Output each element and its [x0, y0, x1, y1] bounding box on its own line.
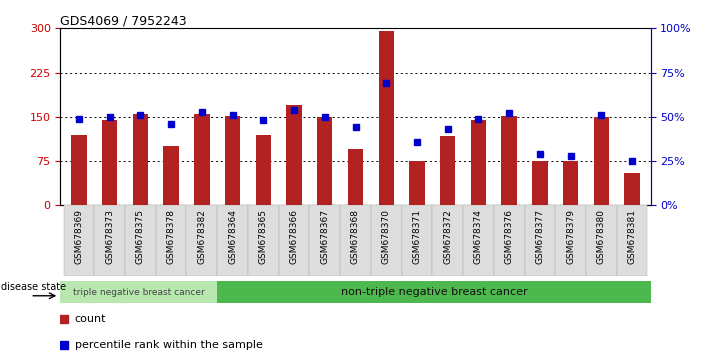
Bar	[194, 114, 210, 205]
Text: GSM678381: GSM678381	[628, 209, 636, 264]
Text: GSM678366: GSM678366	[289, 209, 299, 264]
Text: count: count	[75, 314, 106, 325]
Bar	[555, 205, 586, 276]
Text: GSM678365: GSM678365	[259, 209, 268, 264]
Text: GSM678370: GSM678370	[382, 209, 391, 264]
Bar	[440, 136, 455, 205]
Bar	[287, 105, 301, 205]
Text: GSM678382: GSM678382	[198, 209, 206, 264]
Bar	[317, 117, 333, 205]
Bar	[348, 149, 363, 205]
Bar	[525, 205, 555, 276]
Text: GSM678369: GSM678369	[75, 209, 83, 264]
Bar	[432, 205, 463, 276]
Bar	[164, 146, 178, 205]
Bar	[402, 205, 432, 276]
Bar	[102, 120, 117, 205]
Bar	[156, 205, 186, 276]
Bar	[471, 120, 486, 205]
Bar	[563, 161, 578, 205]
Bar	[217, 281, 651, 303]
Bar	[616, 205, 648, 276]
Bar	[309, 205, 340, 276]
Bar	[501, 116, 517, 205]
Bar	[71, 135, 87, 205]
Bar	[186, 205, 217, 276]
Text: GSM678373: GSM678373	[105, 209, 114, 264]
Text: GSM678376: GSM678376	[505, 209, 513, 264]
Bar	[594, 117, 609, 205]
Bar	[95, 205, 125, 276]
Bar	[340, 205, 371, 276]
Text: percentile rank within the sample: percentile rank within the sample	[75, 340, 262, 350]
Bar	[378, 31, 394, 205]
Text: disease state: disease state	[1, 281, 66, 292]
Bar	[494, 205, 525, 276]
Text: GSM678380: GSM678380	[597, 209, 606, 264]
Text: GSM678364: GSM678364	[228, 209, 237, 264]
Bar	[463, 205, 494, 276]
Bar	[533, 161, 547, 205]
Bar	[256, 135, 271, 205]
Bar	[125, 205, 156, 276]
Text: GDS4069 / 7952243: GDS4069 / 7952243	[60, 14, 187, 27]
Bar	[63, 205, 95, 276]
Text: GSM678367: GSM678367	[320, 209, 329, 264]
Bar	[410, 161, 424, 205]
Text: GSM678368: GSM678368	[351, 209, 360, 264]
Bar	[279, 205, 309, 276]
Text: GSM678378: GSM678378	[166, 209, 176, 264]
Bar	[225, 116, 240, 205]
Text: GSM678379: GSM678379	[566, 209, 575, 264]
Text: non-triple negative breast cancer: non-triple negative breast cancer	[341, 287, 527, 297]
Text: GSM678372: GSM678372	[443, 209, 452, 264]
Bar	[133, 114, 148, 205]
Text: GSM678371: GSM678371	[412, 209, 422, 264]
Bar	[248, 205, 279, 276]
Bar	[217, 205, 248, 276]
Text: GSM678374: GSM678374	[474, 209, 483, 264]
Bar	[624, 173, 640, 205]
Bar	[371, 205, 402, 276]
Text: triple negative breast cancer: triple negative breast cancer	[73, 287, 205, 297]
Bar	[60, 281, 217, 303]
Text: GSM678377: GSM678377	[535, 209, 545, 264]
Text: GSM678375: GSM678375	[136, 209, 145, 264]
Bar	[586, 205, 616, 276]
